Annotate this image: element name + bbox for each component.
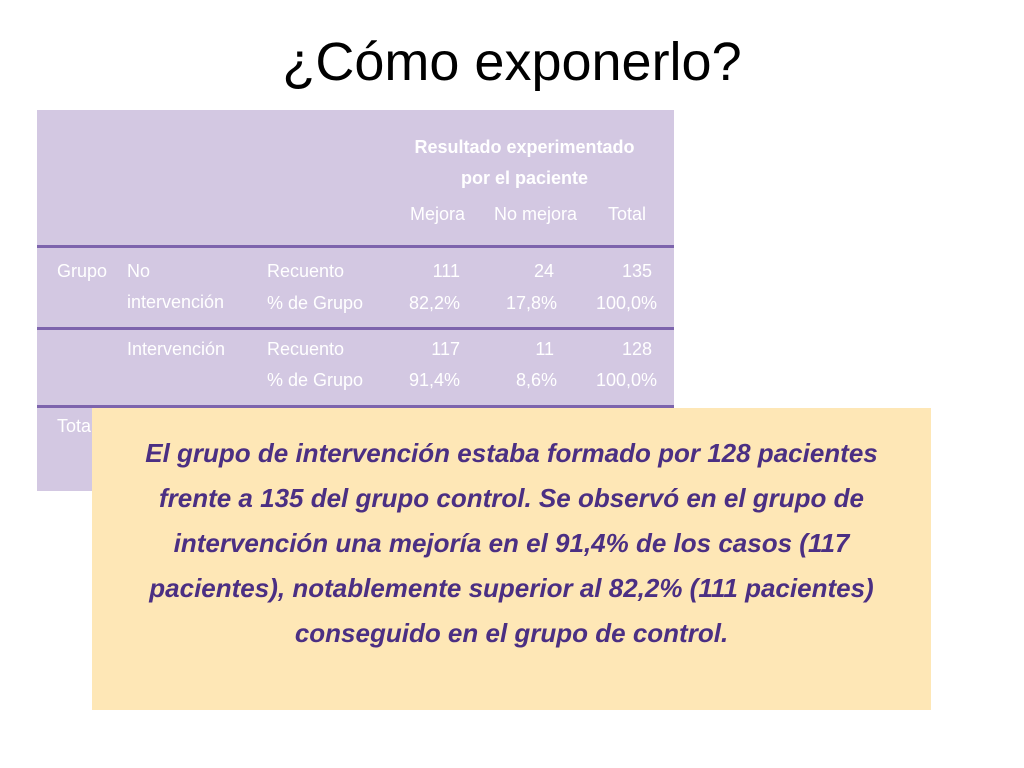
row-group-label: Grupo [57,261,108,281]
table-cell: 17,8% [505,293,557,313]
table-cell: 135 [621,261,652,281]
column-header-total: Total [608,204,647,224]
summary-text: El grupo de intervención estaba formado … [145,438,878,648]
group-divider [37,327,674,330]
table-cell: 8,6% [515,370,557,390]
total-row-label: Tota [57,416,92,436]
slide-title: ¿Cómo exponerlo? [282,32,742,92]
table-cell: 91,4% [408,370,460,390]
table-cell: 100,0% [595,293,657,313]
group-name-line2: intervención [127,292,225,312]
pct-label: % de Grupo [267,370,364,390]
column-group-header: Resultado experimentado por el paciente [414,137,635,188]
pct-label: % de Grupo [267,293,364,313]
table-cell: 111 [432,261,460,281]
group-name-line1: Intervención [127,339,226,359]
group-divider [37,405,674,408]
group-name-line1: No [127,261,151,281]
count-label: Recuento [267,339,345,359]
header-divider [37,245,674,248]
table-cell: 11 [535,339,554,359]
summary-callout: El grupo de intervención estaba formado … [92,408,931,710]
table-cell: 117 [431,339,460,359]
table-cell: 82,2% [408,293,460,313]
column-header-no-mejora: No mejora [494,204,578,224]
column-header-mejora: Mejora [410,204,466,224]
table-cell: 24 [533,261,554,281]
table-cell: 100,0% [595,370,657,390]
count-label: Recuento [267,261,345,281]
table-cell: 128 [621,339,652,359]
